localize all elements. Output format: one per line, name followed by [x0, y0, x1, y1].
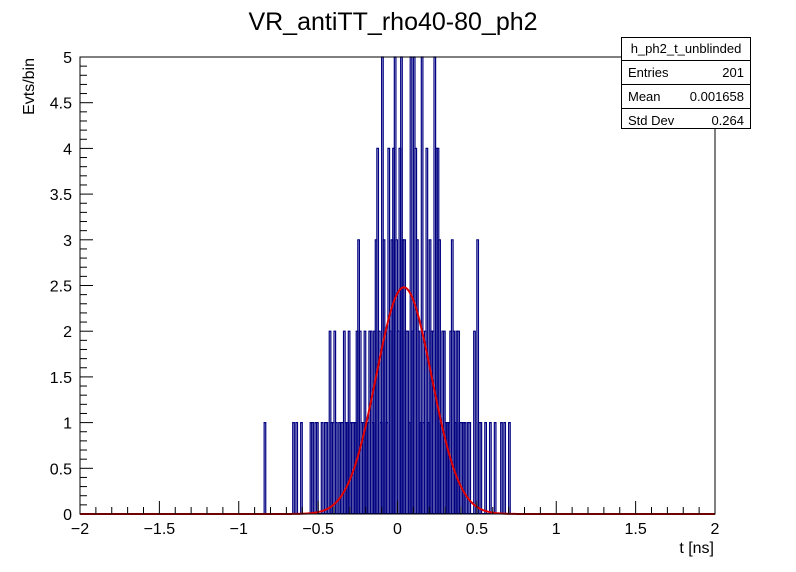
y-tick-label: 3 [63, 233, 72, 250]
stats-title: h_ph2_t_unblinded [622, 38, 750, 61]
stats-value: 0.001658 [689, 89, 744, 104]
x-tick-label: 0.5 [466, 521, 488, 538]
histogram-bin [325, 422, 329, 514]
y-tick-label: 0 [63, 507, 72, 524]
y-tick-label: 1.5 [50, 370, 72, 387]
histogram-bin [476, 239, 480, 514]
x-tick-label: −0.5 [302, 521, 334, 538]
x-tick-label: −1 [230, 521, 248, 538]
histogram-bin [468, 422, 472, 514]
histogram-bin [425, 147, 429, 514]
histogram-bin [334, 422, 338, 514]
stats-row-entries: Entries 201 [622, 61, 750, 85]
histogram-bin [300, 422, 303, 514]
y-axis-label: Evts/bin [21, 58, 38, 115]
stats-value: 0.264 [711, 113, 744, 128]
stats-row-stddev: Std Dev 0.264 [622, 109, 750, 132]
stats-box: h_ph2_t_unblinded Entries 201 Mean 0.001… [621, 37, 751, 129]
stats-label: Entries [628, 65, 669, 80]
chart-title: VR_antiTT_rho40-80_ph2 [248, 8, 537, 36]
x-tick-label: 0 [393, 521, 402, 538]
y-tick-label: 1 [63, 416, 72, 433]
y-tick-label: 5 [63, 50, 72, 67]
histogram-bin [479, 422, 483, 514]
x-tick-label: −2 [71, 521, 89, 538]
histogram-bin [503, 422, 507, 514]
histogram-bin [473, 330, 476, 514]
histogram-bin [311, 422, 314, 514]
histogram-bin [488, 422, 492, 514]
stats-label: Std Dev [628, 113, 675, 128]
histogram-bin [263, 422, 267, 514]
x-tick-label: 2 [711, 521, 720, 538]
histogram-bin [484, 422, 487, 514]
y-tick-label: 4.5 [50, 96, 72, 113]
y-tick-label: 4 [63, 141, 72, 158]
histogram-bin [508, 422, 511, 514]
stats-value: 201 [722, 65, 744, 80]
histogram-bin [320, 422, 324, 514]
x-axis-label: t [ns] [679, 540, 714, 557]
x-tick-label: 1.5 [625, 521, 647, 538]
y-tick-label: 0.5 [50, 461, 72, 478]
histogram-bin [463, 422, 467, 514]
x-tick-label: −1.5 [144, 521, 176, 538]
histogram-bin [493, 422, 497, 514]
histogram-bin [315, 422, 319, 514]
stats-label: Mean [628, 89, 661, 104]
histogram-bin [292, 422, 295, 514]
y-tick-label: 3.5 [50, 187, 72, 204]
x-tick-label: 1 [552, 521, 561, 538]
plot-area: −2 −1.5 −1 −0.5 0 0.5 1 1.5 2 0 0.5 1 1.5 2 2.5 3 3.5 4 4.… [50, 50, 720, 538]
histogram-bin [500, 422, 503, 514]
histogram-bin [438, 239, 441, 514]
y-tick-label: 2 [63, 324, 72, 341]
histogram-bin [295, 422, 299, 514]
y-tick-label: 2.5 [50, 279, 72, 296]
stats-row-mean: Mean 0.001658 [622, 85, 750, 109]
